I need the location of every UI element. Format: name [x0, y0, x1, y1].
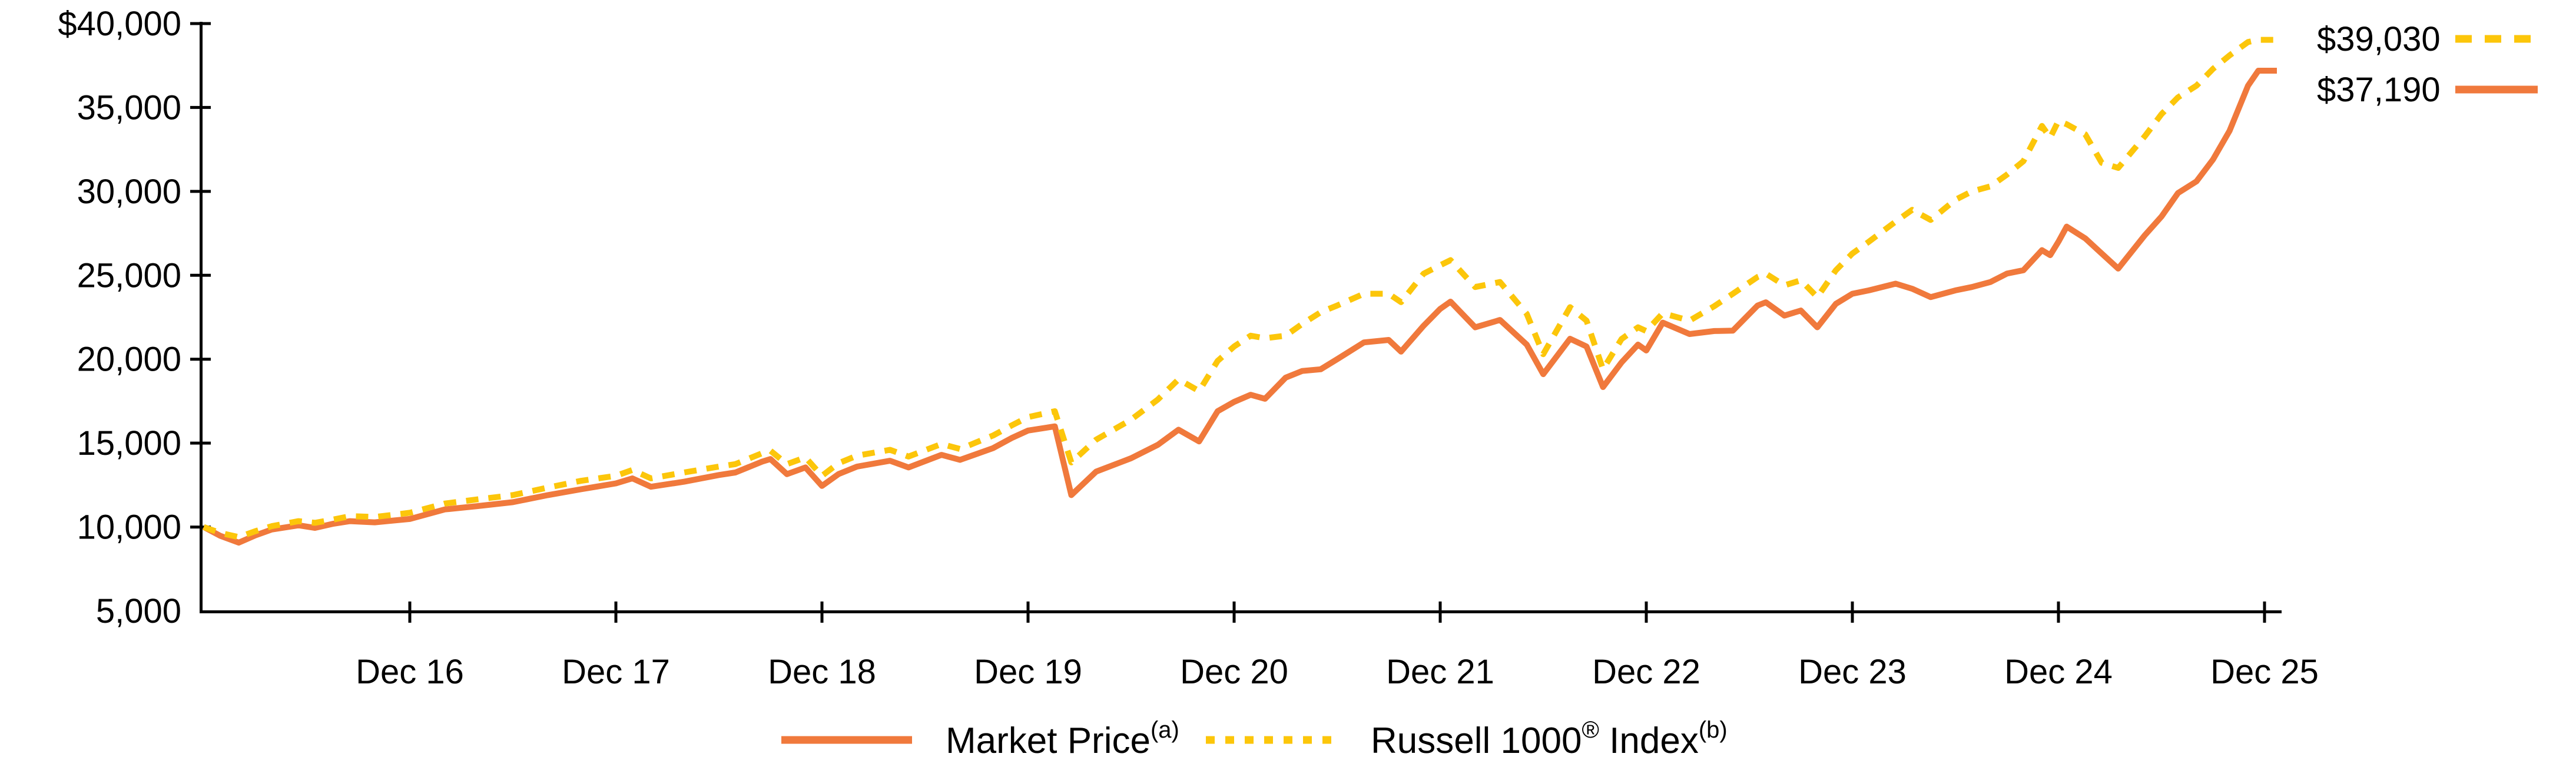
x-axis-label: Dec 19	[974, 653, 1082, 691]
x-axis-label: Dec 24	[2004, 653, 2113, 691]
y-axis-label: 15,000	[77, 424, 181, 462]
y-axis-label: 35,000	[77, 88, 181, 127]
y-axis-label: 10,000	[77, 508, 181, 547]
y-axis-labels: $40,000 35,000 30,000 25,000 20,000 15,000 10,…	[58, 5, 181, 630]
y-axis-label: 30,000	[77, 173, 181, 211]
x-axis-label: Dec 21	[1386, 653, 1494, 691]
x-axis-label: Dec 23	[1798, 653, 1907, 691]
axes	[200, 22, 2282, 613]
plot-series	[202, 37, 2277, 546]
y-axis-label: 5,000	[96, 592, 181, 630]
x-axis-label: Dec 22	[1592, 653, 1700, 691]
russell-legend-text: Russell 1000	[1371, 721, 1582, 761]
market-price-legend-text: Market Price	[946, 721, 1151, 761]
russell-legend-text-index: Index	[1599, 721, 1699, 761]
x-axis-ticks	[408, 602, 2266, 623]
x-axis-labels: Dec 16 Dec 17 Dec 18 Dec 19 Dec 20 Dec 21 Dec …	[356, 653, 2319, 691]
market-price-legend-label: Market Price(a)	[946, 717, 1179, 761]
y-axis-label: 20,000	[77, 341, 181, 379]
russell-footnote-superscript: (b)	[1699, 717, 1728, 743]
x-axis-label: Dec 17	[562, 653, 670, 691]
x-axis-label: Dec 18	[768, 653, 876, 691]
y-axis-label: $40,000	[58, 5, 181, 43]
russell-1000-index-line	[203, 37, 2277, 540]
x-axis-label: Dec 16	[356, 653, 464, 691]
y-axis-label: 25,000	[77, 256, 181, 295]
end-value-labels: $39,030 $37,190	[2317, 20, 2538, 109]
market-price-line	[202, 68, 2277, 546]
x-axis-label: Dec 20	[1180, 653, 1288, 691]
market-price-end-value-label: $37,190	[2317, 71, 2441, 109]
registered-trademark-superscript: ®	[1582, 717, 1599, 743]
legend: Market Price(a) Russell 1000® Index(b)	[781, 717, 1728, 761]
x-axis-label: Dec 25	[2210, 653, 2319, 691]
market-price-footnote-superscript: (a)	[1151, 717, 1179, 743]
russell-legend-label: Russell 1000® Index(b)	[1371, 717, 1728, 761]
russell-end-value-label: $39,030	[2317, 20, 2441, 58]
